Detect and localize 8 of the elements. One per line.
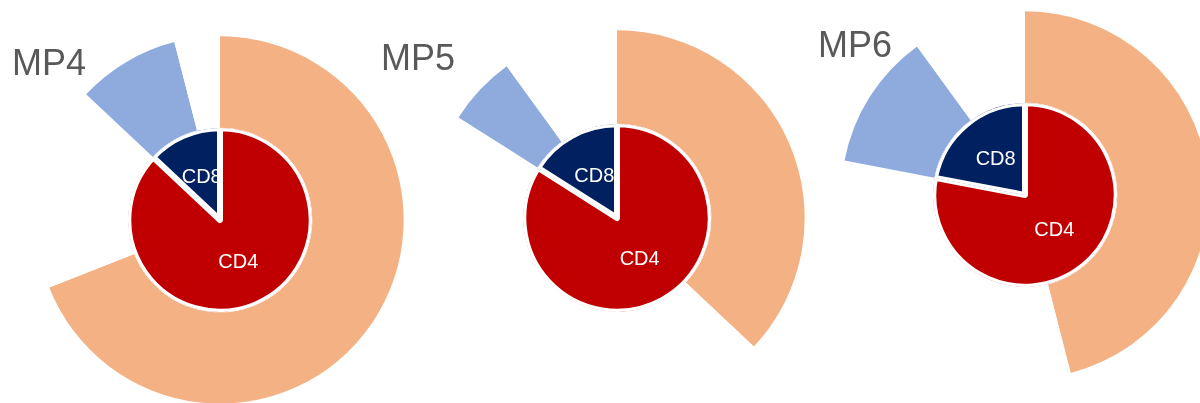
slice-label: CD8 [975,147,1016,170]
chart-title: MP5 [381,37,456,78]
slice-label: CD4 [1034,217,1075,240]
slice-label: CD4 [218,249,259,272]
slice-label: CD4 [619,246,660,269]
chart-title: MP4 [12,42,87,83]
slice-label: CD8 [574,164,615,187]
chart-title: MP6 [818,24,893,65]
